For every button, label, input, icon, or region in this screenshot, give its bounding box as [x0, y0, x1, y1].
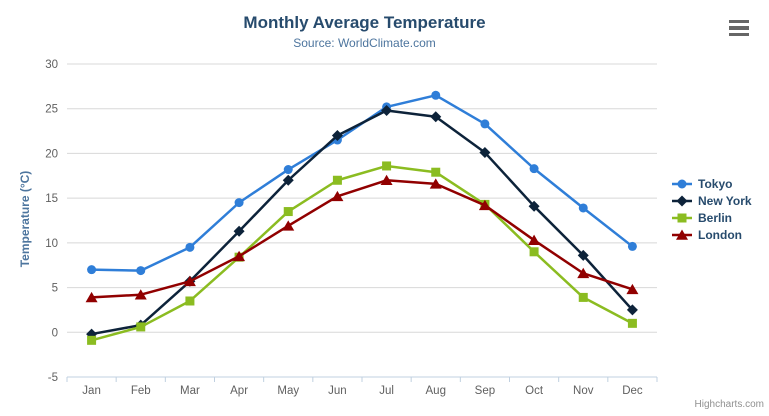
data-point-tokyo[interactable]: [431, 90, 441, 100]
y-axis-label: 15: [45, 193, 58, 205]
data-point-london[interactable]: [528, 234, 541, 245]
tokyo-series-marker-icon: [672, 179, 692, 188]
data-point-new-york[interactable]: [381, 105, 393, 117]
data-point-new-york[interactable]: [528, 200, 540, 212]
legend-item-new-york[interactable]: New York: [671, 192, 752, 209]
highcharts-credits-link[interactable]: Highcharts.com: [694, 399, 764, 410]
data-point-tokyo[interactable]: [529, 164, 539, 174]
data-point-new-york[interactable]: [626, 304, 638, 316]
hamburger-icon: [729, 19, 749, 24]
legend-item-tokyo[interactable]: Tokyo: [671, 175, 752, 192]
legend-marker: [676, 195, 688, 206]
data-point-london[interactable]: [183, 275, 196, 287]
legend-label: New York: [698, 193, 752, 208]
data-point-tokyo[interactable]: [185, 242, 195, 252]
hamburger-icon: [729, 26, 749, 30]
legend-label: Tokyo: [698, 176, 733, 191]
legend-item-berlin[interactable]: Berlin: [671, 209, 752, 226]
berlin-series-marker-icon: [672, 213, 692, 222]
legend-marker: [677, 213, 687, 222]
data-point-tokyo[interactable]: [87, 265, 97, 275]
x-axis-label: Jun: [328, 385, 347, 397]
data-point-tokyo[interactable]: [627, 241, 637, 251]
series-line-london[interactable]: [90, 179, 634, 299]
data-point-london[interactable]: [233, 250, 246, 262]
y-axis-label: 0: [52, 327, 58, 339]
y-axis-label: 10: [45, 238, 58, 250]
data-point-berlin[interactable]: [578, 292, 588, 302]
x-axis-label: Mar: [180, 385, 200, 397]
series-line-tokyo[interactable]: [90, 94, 634, 272]
data-point-london[interactable]: [85, 291, 98, 303]
legend-marker: [677, 179, 687, 188]
hamburger-icon: [729, 32, 749, 37]
data-point-london[interactable]: [429, 178, 442, 189]
y-axis-label: 5: [52, 283, 58, 295]
legend-marker: [676, 229, 688, 240]
data-point-new-york[interactable]: [577, 249, 589, 261]
x-axis-label: Feb: [131, 385, 151, 397]
legend-label: Berlin: [698, 210, 733, 225]
x-axis-label: Jan: [82, 385, 101, 397]
data-point-london[interactable]: [134, 289, 147, 300]
data-point-berlin[interactable]: [431, 167, 441, 177]
x-axis-label: Oct: [525, 385, 544, 397]
data-point-new-york[interactable]: [233, 225, 245, 237]
data-point-london[interactable]: [577, 267, 590, 279]
data-point-tokyo[interactable]: [578, 203, 588, 213]
chart-subtitle: Source: WorldClimate.com: [293, 36, 436, 50]
data-point-london[interactable]: [380, 174, 393, 186]
data-point-tokyo[interactable]: [136, 266, 146, 276]
y-axis-label: 30: [45, 59, 58, 71]
new-york-series-marker-icon: [672, 195, 692, 206]
data-point-london[interactable]: [331, 190, 344, 202]
data-point-london[interactable]: [282, 220, 295, 231]
chart-title: Monthly Average Temperature: [243, 13, 486, 32]
y-axis-label: 25: [45, 104, 58, 116]
legend: Tokyo New York Berlin London: [671, 175, 752, 243]
x-axis-label: Jul: [379, 385, 394, 397]
x-axis-label: Aug: [426, 385, 446, 397]
data-point-new-york[interactable]: [430, 111, 442, 123]
context-menu-button[interactable]: [728, 16, 754, 40]
data-point-berlin[interactable]: [283, 207, 293, 217]
data-point-berlin[interactable]: [136, 322, 146, 332]
legend-label: London: [698, 227, 742, 242]
london-series-marker-icon: [672, 229, 692, 240]
data-point-berlin[interactable]: [332, 175, 342, 185]
series-line-new-york[interactable]: [90, 109, 634, 336]
data-point-london[interactable]: [478, 199, 491, 211]
x-axis-label: May: [277, 385, 299, 397]
y-axis-label: 20: [45, 148, 58, 160]
x-axis-label: Apr: [230, 385, 248, 397]
x-axis-label: Nov: [573, 385, 594, 397]
data-point-berlin[interactable]: [382, 161, 392, 171]
data-point-berlin[interactable]: [185, 296, 195, 306]
data-point-berlin[interactable]: [87, 335, 97, 345]
data-point-london[interactable]: [626, 283, 639, 295]
data-point-tokyo[interactable]: [283, 165, 293, 175]
data-point-new-york[interactable]: [479, 147, 491, 159]
data-point-new-york[interactable]: [282, 174, 294, 186]
series-line-berlin[interactable]: [90, 164, 634, 342]
data-point-berlin[interactable]: [529, 247, 539, 257]
legend-item-london[interactable]: London: [671, 226, 752, 243]
y-axis-title: Temperature (°C): [18, 170, 32, 268]
y-axis-label: -5: [48, 372, 58, 384]
data-point-new-york[interactable]: [331, 130, 343, 142]
x-axis-label: Sep: [475, 385, 495, 397]
x-axis-label: Dec: [622, 385, 643, 397]
data-point-tokyo[interactable]: [234, 198, 244, 208]
data-point-tokyo[interactable]: [480, 119, 490, 129]
data-point-berlin[interactable]: [627, 318, 637, 328]
